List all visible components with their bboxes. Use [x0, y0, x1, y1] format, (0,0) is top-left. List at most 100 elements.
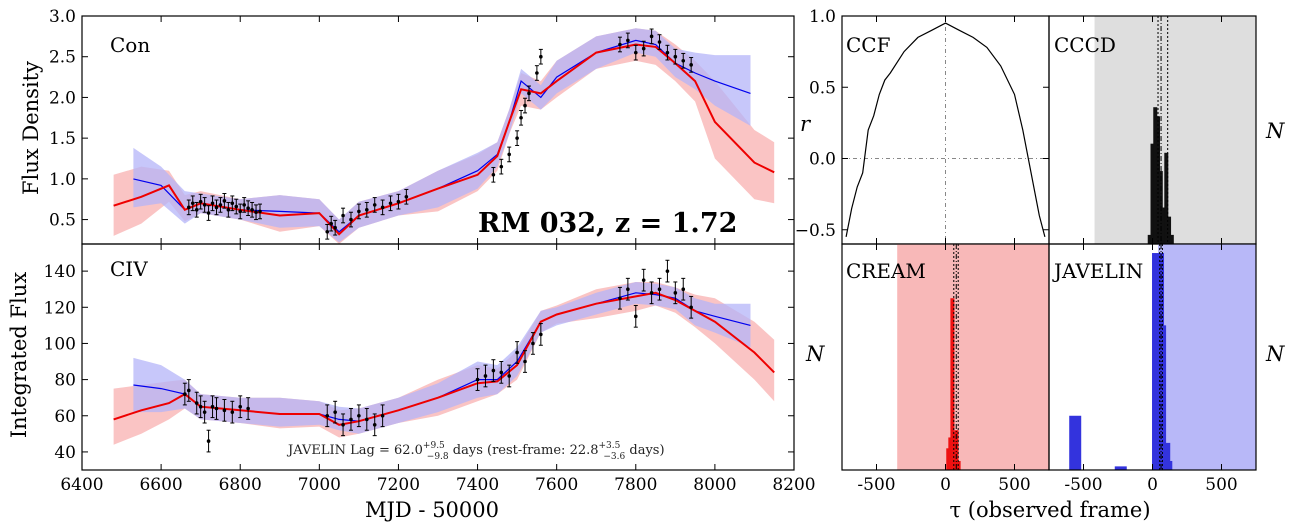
data-point	[210, 404, 215, 409]
data-point	[357, 413, 361, 418]
light-curve-panel-continuum: 0.5 1.0 1.5 2.0 2.5 3.0	[49, 7, 795, 245]
data-point	[657, 40, 662, 44]
data-point	[238, 404, 243, 409]
data-point	[626, 38, 630, 43]
data-point	[183, 392, 187, 396]
y-axis-label-n-bottom-right: N	[1265, 342, 1285, 366]
histogram-bar	[954, 430, 959, 470]
civ-panel-label: CIV	[110, 257, 148, 281]
data-point	[214, 406, 219, 411]
data-point	[190, 201, 195, 206]
data-point	[198, 199, 203, 204]
y-tick-label: 100	[44, 334, 76, 354]
y-tick-label: 0.5	[809, 78, 836, 98]
data-point	[673, 54, 678, 59]
data-point	[519, 115, 523, 120]
lag-search-window	[897, 244, 1049, 470]
javelin-panel-label: JAVELIN	[1052, 259, 1143, 283]
data-point	[365, 208, 369, 212]
data-point	[507, 152, 512, 157]
data-point	[341, 423, 345, 427]
chart-title: RM 032, z = 1.72	[478, 208, 737, 239]
ccf-panel: −0.5 0.0 0.5 1.0	[795, 7, 1050, 245]
con-panel-label: Con	[110, 33, 150, 57]
cream-panel: -500 0 500	[841, 243, 1050, 495]
x-tick-label: 6600	[139, 475, 182, 495]
data-point	[515, 136, 519, 140]
data-point	[258, 209, 262, 214]
y-tick-label: 1.0	[809, 7, 836, 27]
data-point	[198, 404, 203, 409]
x-tick-label: 0	[1147, 475, 1158, 495]
data-point	[222, 199, 227, 203]
data-point	[499, 164, 504, 169]
data-point	[665, 269, 670, 273]
data-point	[194, 401, 199, 405]
y-axis-label-n-bottom-left: N	[805, 342, 825, 366]
y-tick-label: −0.5	[795, 221, 836, 241]
y-tick-label: 140	[44, 262, 76, 282]
data-point	[202, 410, 207, 414]
x-tick-label: 0	[940, 475, 951, 495]
histogram-bar	[1169, 234, 1174, 244]
data-point	[641, 278, 646, 282]
x-tick-label: -500	[1064, 475, 1102, 495]
data-point	[194, 208, 199, 212]
histogram-bar	[946, 448, 951, 470]
data-point	[649, 291, 654, 295]
histogram-bar	[1147, 234, 1152, 244]
histogram-bar	[1150, 143, 1155, 244]
y-tick-label: 60	[54, 407, 76, 427]
x-tick-label: 7400	[456, 475, 499, 495]
y-tick-label: 120	[44, 298, 76, 318]
x-axis-label-mjd: MJD - 50000	[365, 498, 499, 522]
histogram-bar	[950, 298, 955, 470]
data-point	[206, 211, 211, 215]
javelin-uncertainty-band	[133, 28, 751, 243]
y-tick-label: 3.0	[49, 7, 76, 27]
y-axis-label-n-top-right: N	[1265, 119, 1285, 143]
cream-model-line	[113, 43, 775, 236]
data-point	[250, 208, 254, 212]
data-point	[657, 287, 662, 292]
x-tick-label: -500	[857, 475, 895, 495]
y-tick-label: 2.0	[49, 88, 76, 108]
data-point	[246, 406, 250, 411]
cccd-panel	[1048, 15, 1257, 245]
y-tick-label: 40	[54, 443, 76, 463]
data-point	[523, 359, 527, 364]
data-point	[230, 201, 235, 206]
data-point	[689, 305, 693, 310]
x-tick-label: 7600	[535, 475, 578, 495]
x-tick-label: 500	[1205, 475, 1237, 495]
javelin-panel: -500 0 500	[1048, 243, 1257, 495]
cccd-panel-label: CCCD	[1054, 33, 1116, 57]
data-point	[238, 209, 243, 214]
data-point	[246, 206, 250, 210]
data-point	[325, 229, 330, 234]
data-point	[507, 374, 512, 378]
data-point	[329, 221, 334, 226]
data-point	[626, 287, 630, 292]
data-point	[372, 423, 377, 427]
data-point	[539, 332, 543, 337]
data-point	[210, 201, 215, 206]
histogram-bar	[1069, 415, 1082, 470]
data-point	[404, 194, 409, 199]
data-point	[475, 377, 480, 382]
y-axis-label-integrated-flux: Integrated Flux	[7, 272, 31, 438]
data-point	[222, 408, 227, 413]
data-point	[242, 203, 246, 207]
data-point	[681, 287, 686, 292]
javelin-uncertainty-band	[133, 282, 751, 434]
data-point	[539, 54, 543, 59]
data-point	[234, 204, 239, 209]
data-point	[187, 388, 191, 393]
data-point	[515, 350, 519, 355]
data-point	[618, 296, 622, 301]
data-point	[365, 417, 369, 422]
data-point	[681, 58, 686, 63]
data-point	[689, 63, 693, 67]
x-axis-label-tau: τ (observed frame)	[949, 498, 1150, 522]
cream-panel-label: CREAM	[846, 259, 926, 283]
